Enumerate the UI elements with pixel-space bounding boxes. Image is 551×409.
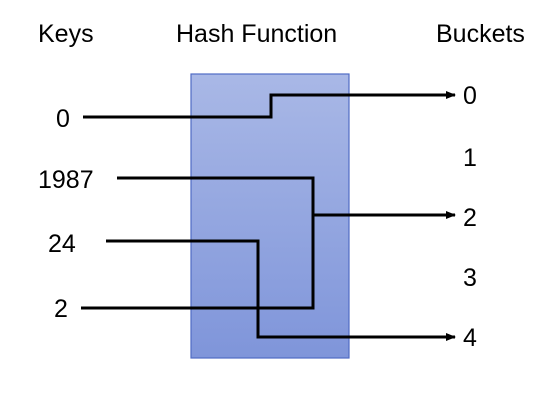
bucket-label: 2: [463, 204, 477, 232]
key-label: 24: [48, 230, 76, 258]
bucket-label: 0: [463, 82, 477, 110]
bucket-label: 3: [463, 264, 477, 292]
mapping-line-key-1987-to-bucket-2: [117, 176, 315, 215]
key-label: 0: [56, 105, 70, 133]
mapping-line-key-0-to-bucket-0: [83, 91, 456, 119]
buckets-header: Buckets: [436, 20, 525, 48]
keys-header: Keys: [38, 20, 94, 48]
key-label: 1987: [38, 166, 94, 194]
bucket-label: 1: [463, 144, 477, 172]
mapping-line-key-2-to-bucket-2: [81, 211, 456, 310]
key-label: 2: [54, 295, 68, 323]
mapping-line-key-24-to-bucket-4: [106, 239, 456, 341]
bucket-label: 4: [463, 324, 477, 352]
hash-function-header: Hash Function: [176, 20, 337, 48]
